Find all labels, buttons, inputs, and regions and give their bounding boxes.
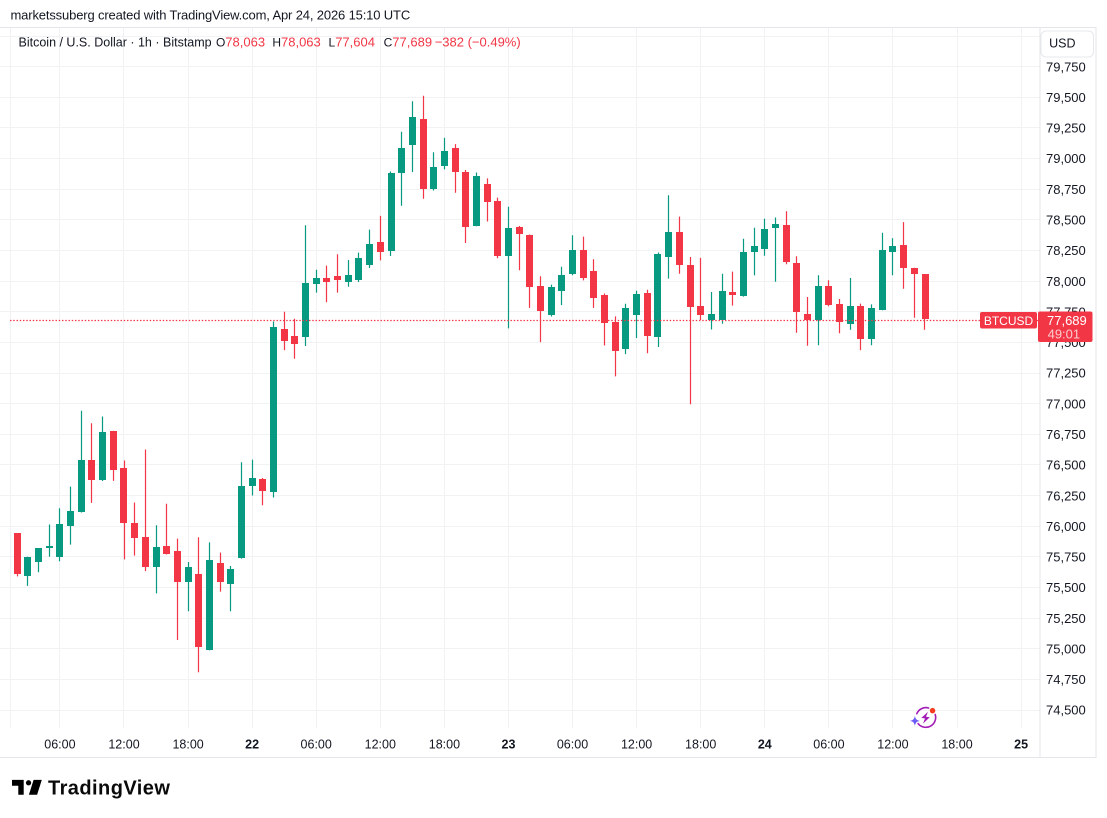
svg-text:12:00: 12:00: [621, 738, 652, 752]
svg-text:06:00: 06:00: [44, 738, 75, 752]
svg-text:12:00: 12:00: [108, 738, 139, 752]
svg-text:24: 24: [758, 738, 772, 752]
svg-text:76,500: 76,500: [1046, 458, 1086, 473]
svg-text:79,750: 79,750: [1046, 59, 1086, 74]
svg-text:77,689: 77,689: [392, 35, 432, 50]
svg-text:H: H: [272, 36, 281, 50]
svg-text:78,250: 78,250: [1046, 243, 1086, 258]
svg-text:75,000: 75,000: [1046, 642, 1086, 657]
svg-text:74,500: 74,500: [1046, 703, 1086, 718]
svg-text:25: 25: [1014, 738, 1028, 752]
svg-text:78,000: 78,000: [1046, 274, 1086, 289]
svg-text:77,689: 77,689: [1047, 313, 1087, 328]
svg-text:12:00: 12:00: [365, 738, 396, 752]
svg-text:79,500: 79,500: [1046, 90, 1086, 105]
svg-text:75,250: 75,250: [1046, 611, 1086, 626]
svg-text:77,000: 77,000: [1046, 396, 1086, 411]
svg-text:Bitcoin / U.S. Dollar · 1h · B: Bitcoin / U.S. Dollar · 1h · Bitstamp: [19, 36, 212, 50]
svg-text:18:00: 18:00: [685, 738, 716, 752]
svg-text:06:00: 06:00: [813, 738, 844, 752]
svg-text:75,750: 75,750: [1046, 550, 1086, 565]
svg-text:18:00: 18:00: [941, 738, 972, 752]
svg-text:75,500: 75,500: [1046, 580, 1086, 595]
svg-text:78,500: 78,500: [1046, 213, 1086, 228]
svg-text:78,063: 78,063: [225, 35, 265, 50]
svg-text:77,250: 77,250: [1046, 366, 1086, 381]
svg-text:77,604: 77,604: [335, 35, 375, 50]
svg-text:06:00: 06:00: [557, 738, 588, 752]
svg-text:TradingView: TradingView: [48, 778, 170, 800]
svg-text:O: O: [216, 36, 225, 50]
svg-text:78,750: 78,750: [1046, 182, 1086, 197]
svg-text:79,250: 79,250: [1046, 121, 1086, 136]
svg-text:L: L: [329, 36, 336, 50]
svg-text:C: C: [384, 36, 393, 50]
svg-text:78,063: 78,063: [281, 35, 321, 50]
svg-text:76,250: 76,250: [1046, 488, 1086, 503]
svg-text:76,750: 76,750: [1046, 427, 1086, 442]
svg-text:06:00: 06:00: [301, 738, 332, 752]
svg-text:49:01: 49:01: [1048, 327, 1081, 342]
svg-text:BTCUSD: BTCUSD: [984, 314, 1034, 328]
svg-text:18:00: 18:00: [429, 738, 460, 752]
svg-text:76,000: 76,000: [1046, 519, 1086, 534]
svg-text:USD: USD: [1049, 37, 1075, 51]
svg-text:−382 (−0.49%): −382 (−0.49%): [435, 35, 521, 50]
svg-text:23: 23: [502, 738, 516, 752]
svg-text:74,750: 74,750: [1046, 672, 1086, 687]
svg-text:22: 22: [245, 738, 259, 752]
svg-text:marketssuberg created with Tra: marketssuberg created with TradingView.c…: [11, 8, 411, 23]
svg-text:18:00: 18:00: [172, 738, 203, 752]
svg-text:79,000: 79,000: [1046, 151, 1086, 166]
svg-text:12:00: 12:00: [877, 738, 908, 752]
